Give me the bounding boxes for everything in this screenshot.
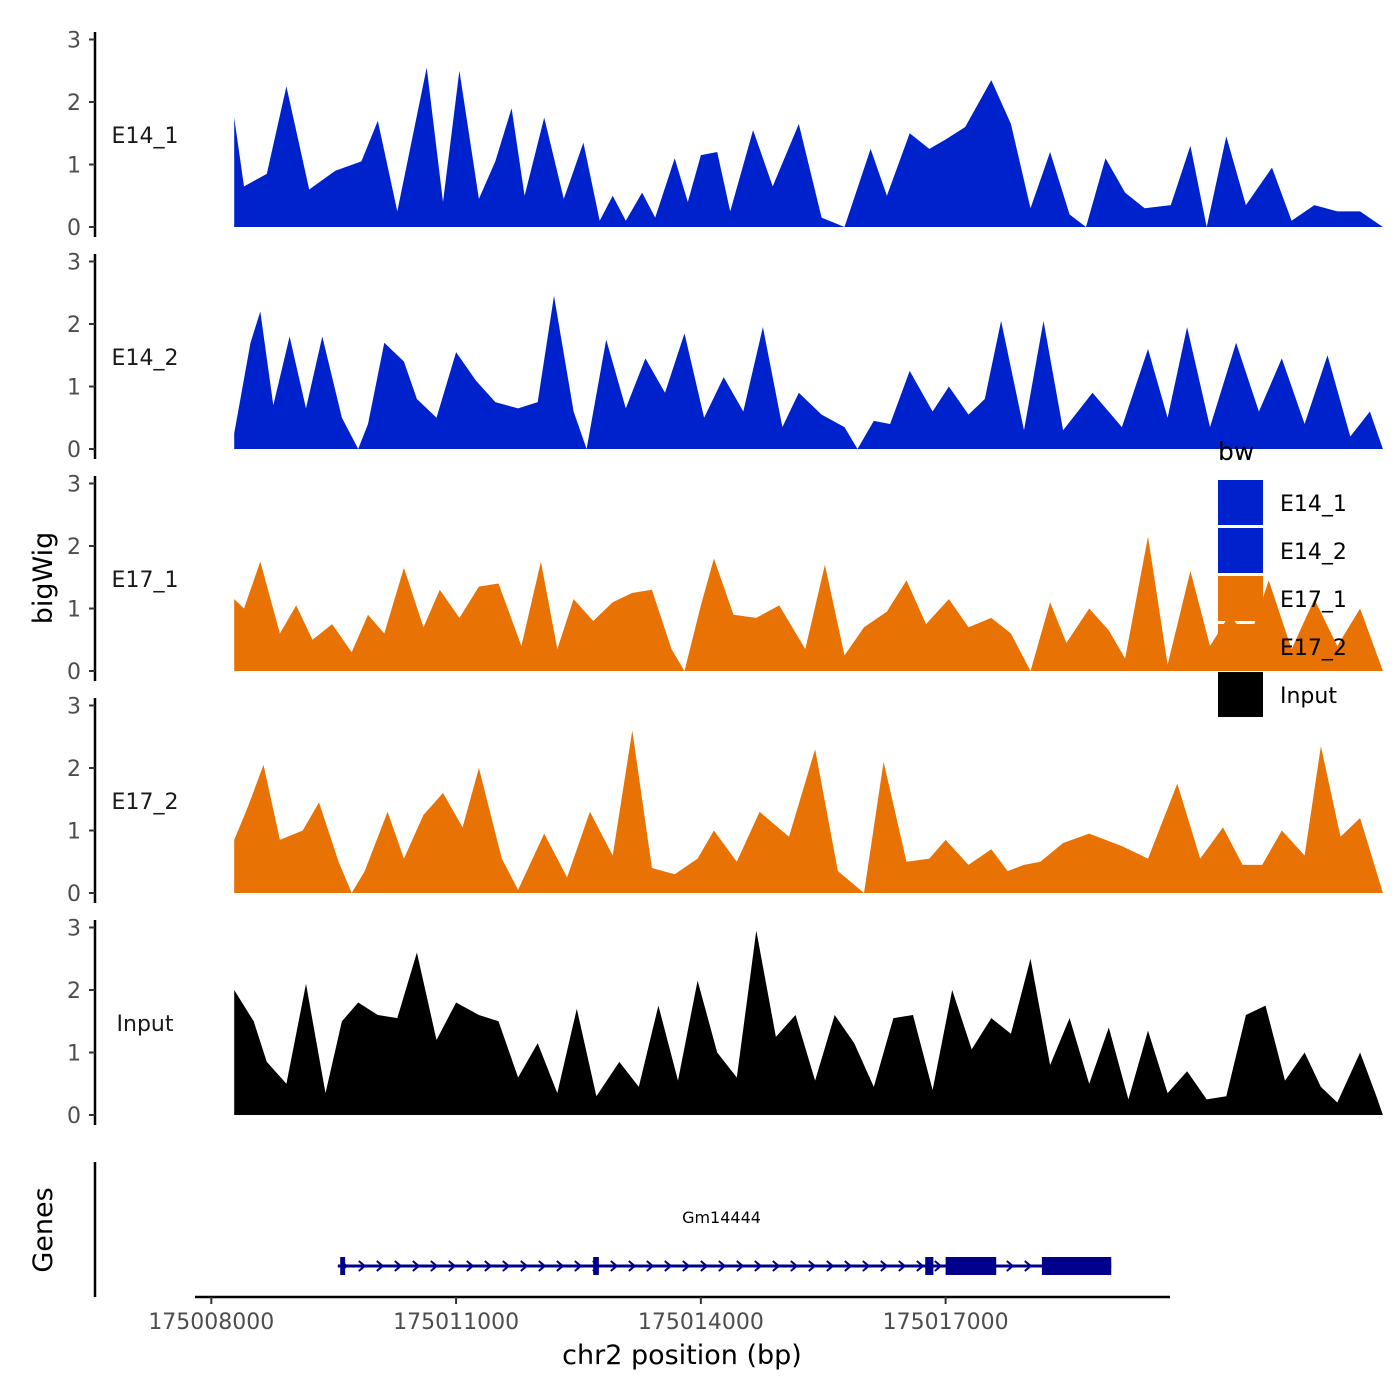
strand-arrow (556, 1260, 565, 1272)
legend-swatch-input (1218, 672, 1263, 717)
legend: bw E14_1 E14_2 E17_1 E17_2 Input (1218, 437, 1347, 717)
strand-arrow (520, 1260, 529, 1272)
strand-arrow (574, 1260, 583, 1272)
strand-arrow (502, 1260, 511, 1272)
coverage-area-e14_2 (234, 295, 1383, 449)
gene-panel: Gm14444 (93, 1162, 1112, 1297)
gene-exon (340, 1257, 346, 1275)
legend-label: E14_2 (1280, 540, 1347, 565)
legend-label: E17_2 (1280, 636, 1347, 661)
strand-arrow (376, 1260, 385, 1272)
legend-swatch-e17_1 (1218, 576, 1263, 621)
strand-arrow (682, 1260, 691, 1272)
track-e17_2: 0 1 2 3 E17_2 (67, 695, 1383, 907)
track-e14_1: 0 1 2 3 E14_1 (67, 29, 1383, 241)
track-label: E17_1 (112, 568, 179, 593)
y-tick-label: 2 (67, 313, 81, 338)
strand-arrow (826, 1260, 835, 1272)
x-tick-label: 175014000 (638, 1310, 764, 1335)
strand-arrow (862, 1260, 871, 1272)
y-tick-label: 2 (67, 535, 81, 560)
coverage-area-e17_1 (234, 536, 1383, 671)
strand-arrow (718, 1260, 727, 1272)
strand-arrow (880, 1260, 889, 1272)
y-tick-label: 3 (67, 29, 81, 54)
legend-label: Input (1280, 684, 1337, 709)
strand-arrow (466, 1260, 475, 1272)
legend-label: E14_1 (1280, 492, 1347, 517)
x-axis-title: chr2 position (bp) (562, 1340, 802, 1371)
y-tick-label: 2 (67, 757, 81, 782)
coverage-area-input (234, 930, 1383, 1115)
legend-swatch-e14_2 (1218, 528, 1263, 573)
track-label: Input (117, 1012, 174, 1037)
track-label: E14_1 (112, 124, 179, 149)
y-tick-label: 3 (67, 695, 81, 720)
strand-arrow (808, 1260, 817, 1272)
strand-arrow (646, 1260, 655, 1272)
gene-name-label: Gm14444 (682, 1208, 761, 1227)
y-tick-label: 0 (67, 660, 81, 685)
gene-exon (593, 1257, 599, 1275)
strand-arrow (754, 1260, 763, 1272)
gene-exon (945, 1257, 997, 1275)
coverage-area-e17_2 (234, 730, 1383, 893)
x-axis: 175008000 175011000 175014000 175017000 (148, 1295, 1170, 1335)
track-input: 0 1 2 3 Input (67, 917, 1383, 1129)
strand-arrow (1024, 1260, 1033, 1272)
y-tick-label: 1 (67, 154, 81, 179)
strand-arrow (412, 1260, 421, 1272)
track-label: E14_2 (112, 346, 179, 371)
strand-arrow (538, 1260, 547, 1272)
strand-arrow (394, 1260, 403, 1272)
y-tick-label: 1 (67, 1042, 81, 1067)
strand-arrow (772, 1260, 781, 1272)
y-tick-label: 0 (67, 216, 81, 241)
legend-swatch-e17_2 (1218, 624, 1263, 669)
coverage-area-e14_1 (234, 67, 1383, 227)
strand-arrow (610, 1260, 619, 1272)
y-tick-label: 3 (67, 473, 81, 498)
track-e14_2: 0 1 2 3 E14_2 (67, 251, 1383, 463)
strand-arrow (916, 1260, 925, 1272)
y-tick-label: 1 (67, 376, 81, 401)
strand-arrow (898, 1260, 907, 1272)
y-tick-label: 0 (67, 438, 81, 463)
legend-swatch-e14_1 (1218, 480, 1263, 525)
strand-arrow (700, 1260, 709, 1272)
strand-arrow (484, 1260, 493, 1272)
legend-title: bw (1218, 437, 1254, 466)
x-tick-label: 175017000 (883, 1310, 1009, 1335)
strand-arrow (430, 1260, 439, 1272)
y-tick-label: 0 (67, 882, 81, 907)
gene-exon (925, 1257, 934, 1275)
strand-arrow (448, 1260, 457, 1272)
y-tick-label: 3 (67, 917, 81, 942)
genes-axis-title: Genes (28, 1187, 59, 1272)
bigwig-tracks: 0 1 2 3 E14_1 0 1 2 3 E14_2 0 1 2 3 E17_1 0 1 2 3 E17_2 0 1 2 3… (67, 29, 1383, 1129)
strand-arrow (934, 1260, 943, 1272)
strand-arrow (1006, 1260, 1015, 1272)
y-tick-label: 2 (67, 91, 81, 116)
track-label: E17_2 (112, 790, 179, 815)
y-tick-label: 3 (67, 251, 81, 276)
strand-arrow (358, 1260, 367, 1272)
x-tick-label: 175011000 (393, 1310, 519, 1335)
y-tick-label: 1 (67, 820, 81, 845)
strand-arrow (664, 1260, 673, 1272)
strand-arrow (736, 1260, 745, 1272)
y-tick-label: 2 (67, 979, 81, 1004)
strand-arrow (628, 1260, 637, 1272)
y-tick-label: 0 (67, 1104, 81, 1129)
y-tick-label: 1 (67, 598, 81, 623)
gene-exon (1041, 1257, 1112, 1275)
strand-arrow (790, 1260, 799, 1272)
track-e17_1: 0 1 2 3 E17_1 (67, 473, 1383, 685)
x-tick-label: 175008000 (148, 1310, 274, 1335)
strand-arrow (844, 1260, 853, 1272)
y-axis-title: bigWig (28, 532, 59, 625)
legend-label: E17_1 (1280, 588, 1347, 613)
